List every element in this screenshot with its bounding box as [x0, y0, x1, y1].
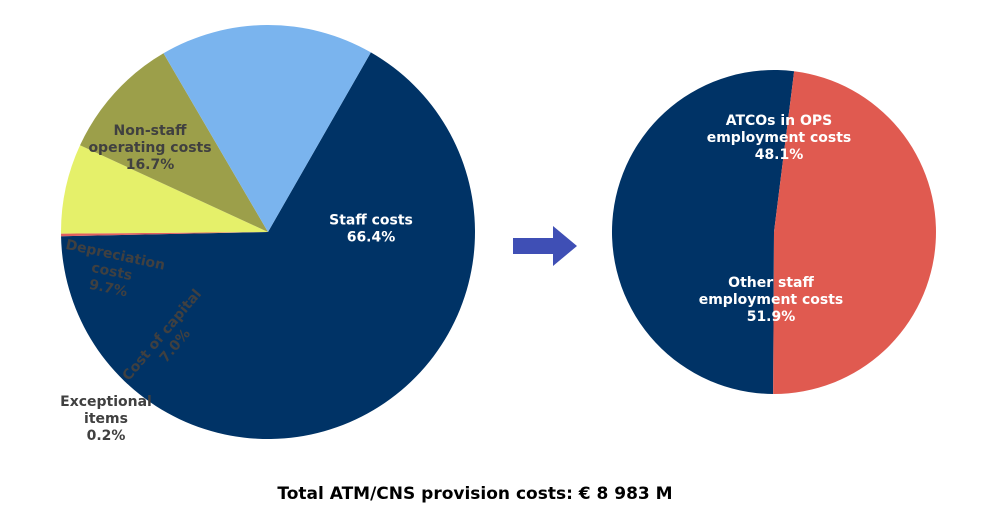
slice-label-line: items	[84, 411, 128, 427]
slice-label-line: 66.4%	[347, 230, 396, 246]
slice-label-line: 16.7%	[126, 157, 175, 173]
slice-label-line: ATCOs in OPS	[726, 113, 833, 129]
slice-label-line: 0.2%	[87, 428, 126, 444]
slice-label-line: 48.1%	[755, 147, 804, 163]
pie-slice-non-staff	[163, 24, 371, 232]
slice-label-line: employment costs	[707, 130, 852, 146]
pie-slice-other-staff	[611, 70, 795, 394]
right-arrow-icon	[513, 226, 577, 266]
slice-label-exceptional: Exceptional items 0.2%	[60, 394, 152, 444]
pie-chart-total-costs: Staff costs 66.4%Exceptional items 0.2%Cost…	[60, 24, 475, 444]
slice-label-line: employment costs	[699, 292, 844, 308]
pie-slice-staff-costs	[61, 52, 475, 439]
slice-label-line: 9.7%	[88, 277, 129, 301]
slice-label-line: Non-staff	[114, 123, 188, 139]
slice-label-line: 51.9%	[747, 309, 796, 325]
slice-label-staff-costs: Staff costs 66.4%	[329, 213, 413, 246]
slice-label-line: Other staff	[728, 275, 814, 291]
pie-slice-cost-of-capital	[61, 145, 268, 234]
slice-label-atcos-in-ops: ATCOs in OPS employment costs 48.1%	[707, 113, 852, 163]
slice-label-line: operating costs	[88, 140, 211, 156]
pie-slice-exceptional	[61, 232, 269, 237]
slice-label-non-staff: Non-staff operating costs 16.7%	[88, 123, 211, 173]
total-costs-label: Total ATM/CNS provision costs: € 8 983 M	[277, 484, 673, 504]
pie-chart-staff-costs: Other staff employment costs 51.9%ATCOs in…	[611, 70, 936, 395]
slice-label-line: Exceptional	[60, 394, 152, 410]
pie-slice-depreciation	[80, 53, 268, 233]
slice-label-line: Staff costs	[329, 213, 413, 229]
pie-slice-atcos-in-ops	[773, 71, 936, 395]
slice-label-other-staff: Other staff employment costs 51.9%	[699, 275, 844, 325]
